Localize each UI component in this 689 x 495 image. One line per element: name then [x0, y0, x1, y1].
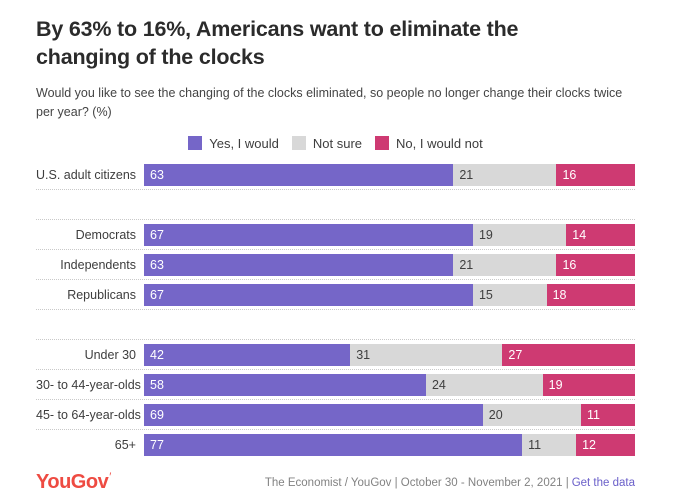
bar-segment-yes-i-would: 58 — [144, 373, 426, 396]
page-title: By 63% to 16%, Americans want to elimina… — [36, 17, 519, 69]
chart-rows: U.S. adult citizens 63 21 16 Democrats 67 19 14… — [36, 160, 635, 460]
bar-value: 42 — [150, 347, 164, 362]
chart-question: Would you like to see the changing of th… — [36, 86, 623, 119]
legend-swatch-no — [375, 136, 390, 150]
bar-segment-not-sure: 20 — [482, 403, 581, 426]
row-label: Under 30 — [84, 347, 136, 362]
legend-label-yes: Yes, I would — [209, 135, 279, 151]
bar-value: 63 — [150, 257, 164, 272]
group-spacer — [36, 190, 635, 220]
bar-value: 15 — [478, 287, 493, 302]
bar-value: 16 — [562, 167, 577, 182]
bar-value: 14 — [572, 227, 587, 242]
bar-segment-yes-i-would: 42 — [144, 343, 351, 366]
bar-value: 63 — [150, 167, 164, 182]
bar-value: 69 — [150, 407, 164, 422]
bar-segment-no-i-would-not: 11 — [580, 403, 635, 426]
chart-row: 65+ 77 11 12 — [36, 430, 635, 460]
bar-segment-yes-i-would: 63 — [144, 163, 454, 186]
row-label: Republicans — [67, 287, 136, 302]
bar-segment-not-sure: 24 — [425, 373, 543, 396]
legend-item-no: No, I would not — [375, 136, 483, 151]
bar-value: 67 — [150, 287, 164, 302]
row-label: 45- to 64-year-olds — [36, 407, 141, 422]
bar-value: 21 — [459, 257, 474, 272]
bar-segment-no-i-would-not: 14 — [566, 223, 635, 246]
bar-value: 21 — [459, 167, 474, 182]
legend-item-yes: Yes, I would — [188, 136, 279, 151]
yougov-logo-text: YouGov — [36, 471, 109, 493]
bar-track: 58 24 19 — [144, 373, 635, 396]
chart-row: Under 30 42 31 27 — [36, 340, 635, 370]
chart-row: Republicans 67 15 18 — [36, 280, 635, 310]
row-label: U.S. adult citizens — [36, 167, 137, 182]
bar-track: 42 31 27 — [144, 343, 635, 366]
bar-value: 31 — [356, 347, 371, 362]
bar-segment-no-i-would-not: 12 — [576, 434, 635, 456]
chart-row: Democrats 67 19 14 — [36, 220, 635, 250]
bar-track: 67 15 18 — [144, 283, 635, 306]
row-label: 30- to 44-year-olds — [36, 377, 141, 392]
legend-swatch-yes — [188, 136, 203, 150]
bar-value: 19 — [478, 227, 493, 242]
source-text: The Economist / YouGov | October 30 - No… — [265, 477, 635, 489]
chart-row: 30- to 44-year-olds 58 24 19 — [36, 370, 635, 400]
bar-value: 67 — [150, 227, 164, 242]
legend-item-not-sure: Not sure — [291, 135, 363, 151]
chart-row: U.S. adult citizens 63 21 16 — [36, 160, 635, 190]
bar-value: 12 — [582, 438, 596, 452]
bar-track: 63 21 16 — [144, 253, 635, 276]
row-label: Independents — [60, 257, 136, 272]
group-spacer — [36, 310, 635, 340]
bar-track: 69 20 11 — [144, 403, 635, 426]
bar-value: 16 — [562, 257, 577, 272]
bar-value: 58 — [150, 377, 164, 392]
bar-track: 63 21 16 — [144, 163, 635, 186]
bar-value: 20 — [488, 407, 503, 422]
bar-value: 27 — [508, 347, 523, 362]
chart-row: Independents 63 21 16 — [36, 250, 635, 280]
bar-segment-no-i-would-not: 27 — [502, 343, 635, 366]
bar-track: 67 19 14 — [144, 223, 635, 246]
bar-value: 18 — [552, 287, 567, 302]
bar-segment-not-sure: 19 — [472, 223, 567, 246]
bar-segment-no-i-would-not: 16 — [556, 163, 635, 186]
bar-track: 77 11 12 — [144, 434, 635, 456]
bar-segment-not-sure: 21 — [453, 163, 557, 186]
legend-swatch-not-sure — [291, 136, 306, 150]
bar-value: 77 — [150, 438, 164, 452]
bar-value: 11 — [528, 438, 542, 452]
bar-segment-no-i-would-not: 16 — [556, 253, 635, 276]
bar-segment-not-sure: 21 — [453, 253, 557, 276]
row-label: Democrats — [75, 227, 136, 242]
bar-segment-yes-i-would: 63 — [144, 253, 454, 276]
bar-segment-not-sure: 11 — [522, 434, 577, 456]
legend: Yes, I would Not sure No, I would not — [36, 135, 635, 151]
bar-segment-not-sure: 31 — [350, 343, 503, 366]
bar-segment-yes-i-would: 77 — [144, 434, 523, 456]
legend-label-not-sure: Not sure — [312, 135, 363, 151]
yougov-logo: YouGov′ — [36, 471, 111, 494]
footer: YouGov′ The Economist / YouGov | October… — [36, 471, 635, 494]
bar-value: 24 — [431, 377, 446, 392]
chart-row: 45- to 64-year-olds 69 20 11 — [36, 400, 635, 430]
bar-segment-yes-i-would: 69 — [144, 403, 483, 426]
bar-value: 11 — [586, 407, 600, 422]
get-the-data-link[interactable]: Get the data — [571, 476, 635, 489]
source-attribution: The Economist / YouGov | October 30 - No… — [264, 476, 569, 489]
legend-label-no: No, I would not — [396, 135, 483, 151]
bar-segment-yes-i-would: 67 — [144, 223, 473, 246]
bar-value: 19 — [548, 377, 563, 392]
row-label: 65+ — [114, 438, 136, 452]
bar-segment-no-i-would-not: 19 — [542, 373, 635, 396]
bar-segment-not-sure: 15 — [472, 283, 547, 306]
bar-segment-yes-i-would: 67 — [144, 283, 473, 306]
bar-segment-no-i-would-not: 18 — [546, 283, 635, 306]
yougov-logo-prime-mark: ′ — [109, 471, 111, 483]
